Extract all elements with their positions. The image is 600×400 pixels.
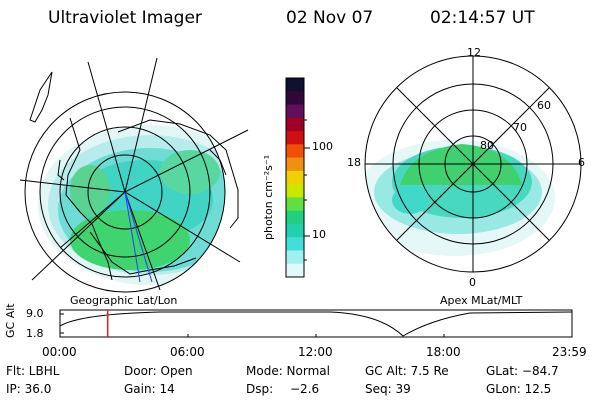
instrument-title: Ultraviolet Imager	[48, 8, 202, 28]
info-door: Door: Open	[124, 364, 193, 378]
info-gain: Gain: 14	[124, 382, 175, 396]
altitude-curve	[59, 311, 573, 337]
mlt-label-6: 6	[578, 156, 585, 169]
colorbar-band	[286, 131, 304, 145]
mlat-label-60: 60	[537, 99, 551, 112]
meridian-lines	[19, 57, 249, 291]
info-mode: Mode: Normal	[246, 364, 330, 378]
colorbar-band	[286, 237, 304, 251]
orbit-timeline	[59, 309, 573, 338]
mlt-label-18: 18	[347, 156, 361, 169]
colorbar-band	[286, 263, 304, 278]
timeline-axis-label: GC Alt	[4, 303, 17, 338]
colorbar-band	[286, 117, 304, 132]
info-gcalt: GC Alt: 7.5 Re	[365, 364, 449, 378]
mlt-label-0: 0	[469, 276, 476, 289]
timeline-xtick: 18:00	[426, 345, 461, 359]
colorbar-band	[286, 197, 304, 212]
colorbar-band	[286, 104, 304, 119]
right-aurora-cloud	[365, 140, 555, 256]
colorbar-band	[286, 210, 304, 225]
colorbar-band	[286, 223, 304, 238]
timeline-ytick-bottom: 1.8	[26, 327, 44, 340]
latitude-circles	[24, 91, 226, 293]
info-dsp-label: Dsp:	[246, 382, 274, 396]
left-aurora-cloud	[38, 125, 225, 285]
colorbar-label-10: 10	[312, 228, 326, 241]
colorbar-band	[286, 144, 304, 159]
mlt-lines	[365, 56, 581, 272]
timeline-xtick: 12:00	[298, 345, 333, 359]
info-glon: GLon: 12.5	[486, 382, 552, 396]
colorbar-band	[286, 250, 304, 265]
info-glat: GLat: −84.7	[486, 364, 559, 378]
colorbar-unit-label: photon cm⁻²s⁻¹	[262, 154, 275, 240]
colorbar-band	[286, 78, 304, 92]
geographic-map	[19, 57, 249, 293]
info-flt: Flt: LBHL	[6, 364, 60, 378]
colorbar-band	[286, 157, 304, 172]
timeline-xtick: 06:00	[170, 345, 205, 359]
timeline-ytick-top: 9.0	[26, 307, 44, 320]
info-ip: IP: 36.0	[6, 382, 52, 396]
timeline-xtick: 00:00	[42, 345, 77, 359]
colorbar-band	[286, 91, 304, 106]
apex-map	[364, 55, 582, 273]
mlat-label-80: 80	[480, 139, 494, 152]
time-label: 02:14:57 UT	[430, 8, 535, 28]
info-seq: Seq: 39	[365, 382, 411, 396]
timeline-xtick: 23:59	[552, 345, 587, 359]
mlt-label-12: 12	[467, 46, 481, 59]
terminator-line	[124, 191, 141, 283]
colorbar-label-100: 100	[312, 140, 333, 153]
date-label: 02 Nov 07	[286, 8, 374, 28]
colorbar-band	[286, 184, 304, 198]
continent-outlines	[29, 71, 239, 281]
colorbar	[285, 77, 310, 278]
info-dsp-value: −2.6	[290, 382, 320, 396]
apex-caption: Apex MLat/MLT	[440, 294, 523, 307]
mlat-label-70: 70	[513, 121, 527, 134]
colorbar-band	[286, 170, 304, 185]
geographic-caption: Geographic Lat/Lon	[70, 294, 178, 307]
terminator-line	[124, 191, 153, 283]
